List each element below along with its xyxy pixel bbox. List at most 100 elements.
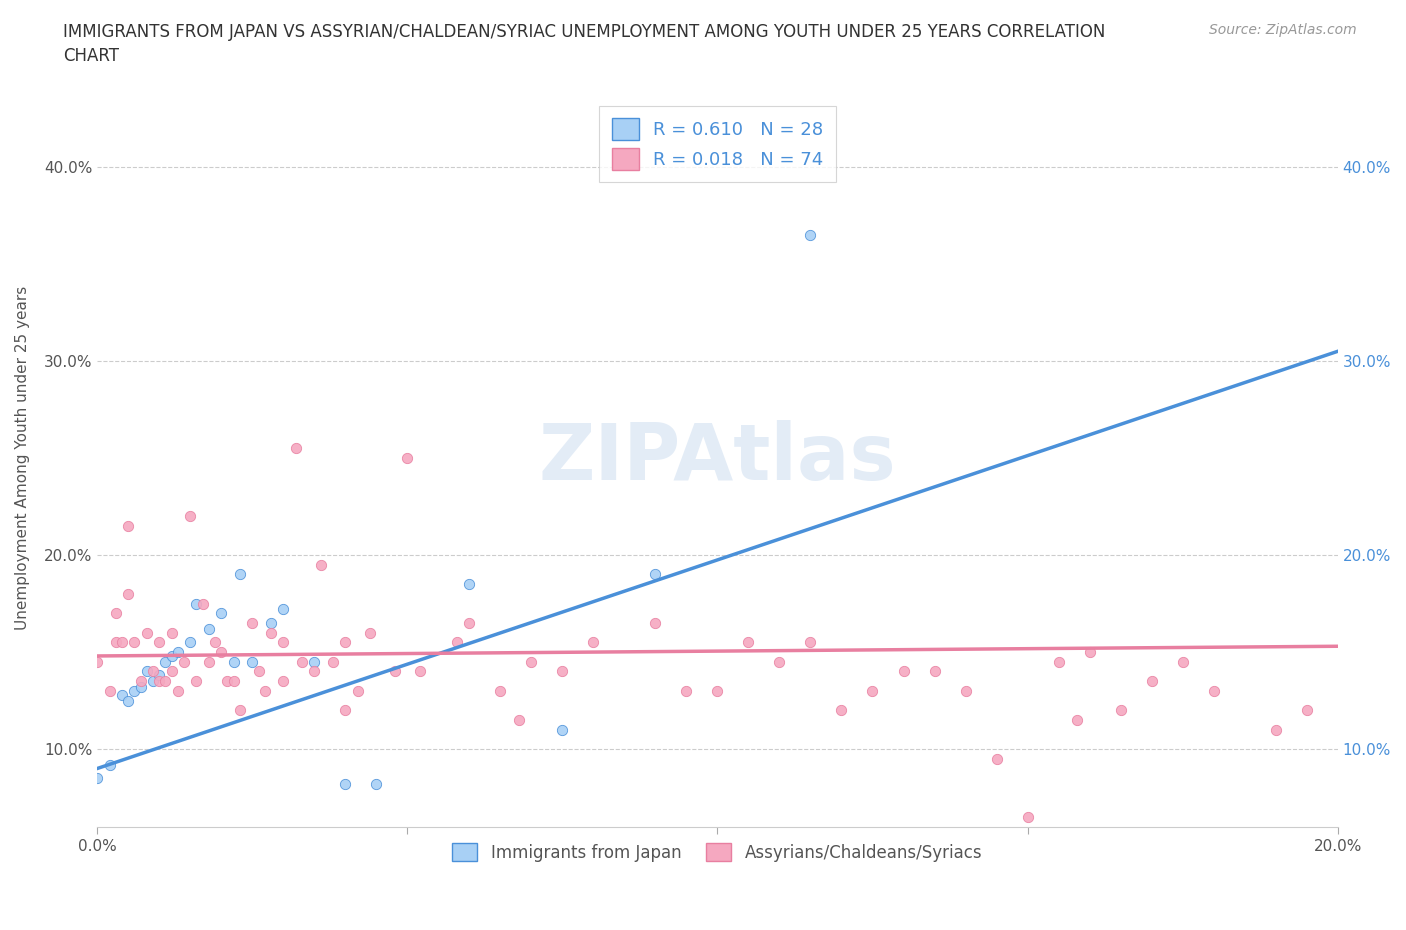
Point xyxy=(706,684,728,698)
Point xyxy=(322,655,344,670)
Point xyxy=(1109,703,1132,718)
Point xyxy=(217,673,239,688)
Point xyxy=(124,635,146,650)
Text: Source: ZipAtlas.com: Source: ZipAtlas.com xyxy=(1209,23,1357,37)
Point xyxy=(117,519,139,534)
Point xyxy=(799,635,821,650)
Point xyxy=(1047,655,1070,670)
Point xyxy=(1078,644,1101,659)
Point xyxy=(209,644,232,659)
Point xyxy=(271,673,294,688)
Point xyxy=(458,616,481,631)
Point xyxy=(396,451,419,466)
Point xyxy=(284,441,307,456)
Point xyxy=(768,655,790,670)
Point xyxy=(335,777,357,791)
Point xyxy=(304,655,326,670)
Point xyxy=(335,703,357,718)
Point xyxy=(98,757,121,772)
Point xyxy=(179,509,201,524)
Point xyxy=(304,664,326,679)
Point xyxy=(198,621,221,636)
Point xyxy=(335,635,357,650)
Point xyxy=(582,635,605,650)
Point xyxy=(229,703,252,718)
Point xyxy=(86,771,108,786)
Point xyxy=(155,673,177,688)
Point xyxy=(346,684,368,698)
Point xyxy=(86,655,108,670)
Point xyxy=(830,703,852,718)
Point xyxy=(644,616,666,631)
Point xyxy=(1140,673,1163,688)
Point xyxy=(148,673,170,688)
Point xyxy=(862,684,884,698)
Y-axis label: Unemployment Among Youth under 25 years: Unemployment Among Youth under 25 years xyxy=(15,286,30,631)
Point xyxy=(148,635,170,650)
Point xyxy=(135,664,157,679)
Point xyxy=(179,635,201,650)
Point xyxy=(384,664,406,679)
Point xyxy=(508,712,530,727)
Point xyxy=(446,635,468,650)
Point xyxy=(111,687,134,702)
Point xyxy=(104,605,127,620)
Point xyxy=(222,655,245,670)
Point xyxy=(198,655,221,670)
Point xyxy=(799,228,821,243)
Point xyxy=(129,680,152,695)
Point xyxy=(117,587,139,602)
Point xyxy=(1295,703,1317,718)
Point xyxy=(309,557,332,572)
Point xyxy=(111,635,134,650)
Point xyxy=(1017,809,1039,824)
Point xyxy=(986,751,1008,766)
Point xyxy=(458,577,481,591)
Point xyxy=(117,693,139,708)
Point xyxy=(148,668,170,683)
Point xyxy=(271,635,294,650)
Point xyxy=(191,596,214,611)
Point xyxy=(135,625,157,640)
Point xyxy=(104,635,127,650)
Point xyxy=(155,655,177,670)
Point xyxy=(644,567,666,582)
Point xyxy=(675,684,697,698)
Point xyxy=(260,625,283,640)
Point xyxy=(551,723,574,737)
Point xyxy=(1171,655,1194,670)
Point xyxy=(142,673,165,688)
Point xyxy=(955,684,977,698)
Point xyxy=(167,684,190,698)
Point xyxy=(186,673,208,688)
Point xyxy=(173,655,195,670)
Point xyxy=(1264,723,1286,737)
Point xyxy=(240,616,263,631)
Point xyxy=(893,664,915,679)
Point xyxy=(229,567,252,582)
Point xyxy=(253,684,276,698)
Point xyxy=(1202,684,1225,698)
Point xyxy=(204,635,226,650)
Point xyxy=(409,664,432,679)
Point xyxy=(1066,712,1088,727)
Point xyxy=(186,596,208,611)
Point xyxy=(271,602,294,617)
Point xyxy=(240,655,263,670)
Point xyxy=(366,777,388,791)
Point xyxy=(737,635,759,650)
Point xyxy=(160,664,183,679)
Legend: Immigrants from Japan, Assyrians/Chaldeans/Syriacs: Immigrants from Japan, Assyrians/Chaldea… xyxy=(444,835,991,870)
Point xyxy=(551,664,574,679)
Text: ZIPAtlas: ZIPAtlas xyxy=(538,420,896,496)
Point xyxy=(160,625,183,640)
Point xyxy=(124,684,146,698)
Point xyxy=(260,616,283,631)
Point xyxy=(160,648,183,663)
Point xyxy=(359,625,381,640)
Point xyxy=(98,684,121,698)
Point xyxy=(520,655,543,670)
Point xyxy=(209,605,232,620)
Point xyxy=(222,673,245,688)
Text: IMMIGRANTS FROM JAPAN VS ASSYRIAN/CHALDEAN/SYRIAC UNEMPLOYMENT AMONG YOUTH UNDER: IMMIGRANTS FROM JAPAN VS ASSYRIAN/CHALDE… xyxy=(63,23,1105,65)
